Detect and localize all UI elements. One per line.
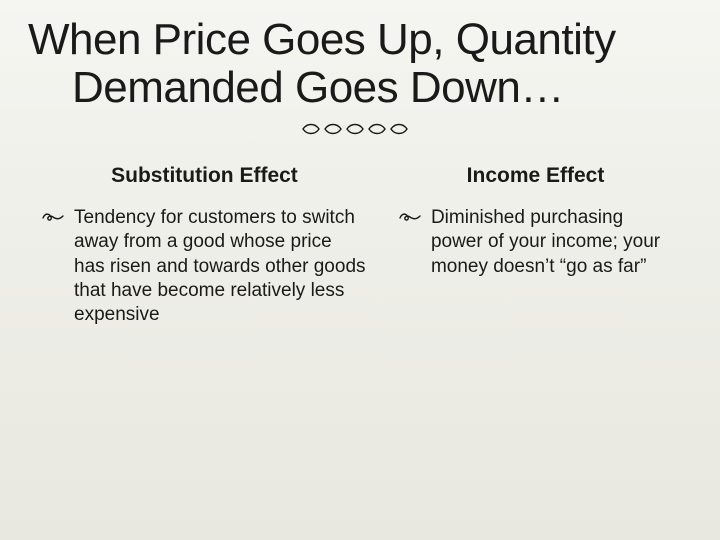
column-substitution: Substitution Effect Tendency for custome… (36, 164, 373, 328)
swirl-bullet-icon (42, 209, 64, 230)
bullet-item: Tendency for customers to switch away fr… (36, 206, 373, 328)
bullet-item: Diminished purchasing power of your inco… (393, 206, 678, 279)
column-income: Income Effect Diminished purchasing powe… (393, 164, 678, 328)
subheading-income: Income Effect (393, 164, 678, 188)
title-line-2: Demanded Goes Down… (28, 64, 692, 112)
bullet-text: Diminished purchasing power of your inco… (431, 206, 672, 279)
content-columns: Substitution Effect Tendency for custome… (28, 164, 692, 328)
subheading-substitution: Substitution Effect (36, 164, 373, 188)
title-line-1: When Price Goes Up, Quantity (28, 16, 692, 64)
bullet-text: Tendency for customers to switch away fr… (74, 206, 367, 328)
swirl-bullet-icon (399, 209, 421, 230)
slide-title: When Price Goes Up, Quantity Demanded Go… (28, 16, 692, 111)
flourish-divider-icon (28, 117, 692, 146)
slide: When Price Goes Up, Quantity Demanded Go… (0, 0, 720, 540)
